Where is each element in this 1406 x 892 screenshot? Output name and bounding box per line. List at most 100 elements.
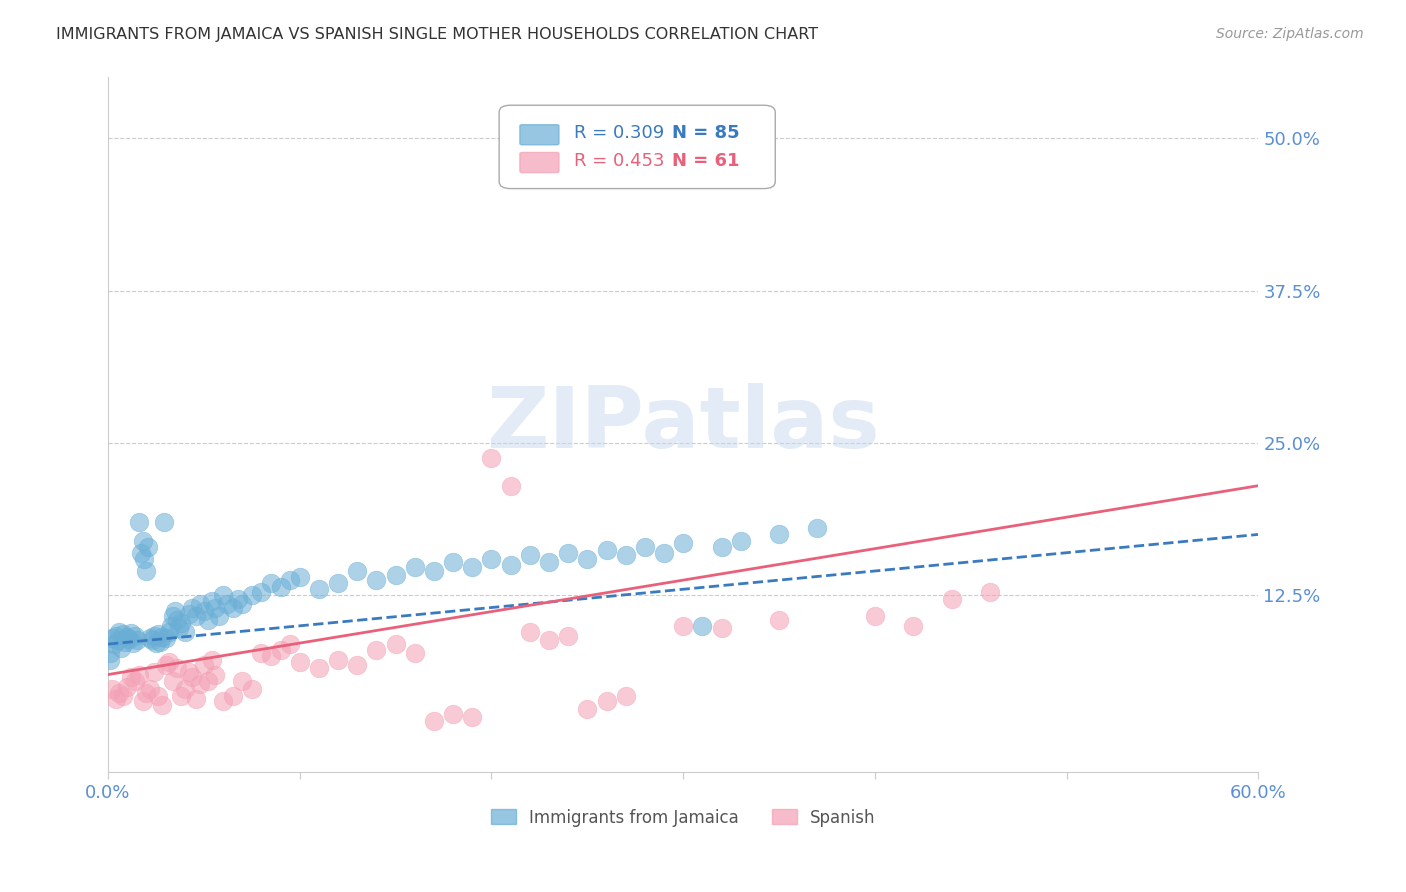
Point: [120, 670, 142, 684]
Point: [103, 637, 125, 651]
Point: [634, 540, 657, 554]
Point: [200, 653, 222, 667]
Point: [128, 515, 150, 529]
Point: [131, 533, 153, 548]
Point: [423, 564, 446, 578]
Point: [404, 646, 426, 660]
Point: [165, 604, 187, 618]
Point: [157, 624, 180, 639]
Point: [308, 582, 330, 597]
Point: [173, 624, 195, 639]
Point: [173, 682, 195, 697]
Point: [115, 680, 138, 694]
Point: [134, 551, 156, 566]
Point: [595, 543, 617, 558]
Point: [537, 556, 560, 570]
Point: [122, 636, 145, 650]
Point: [231, 673, 253, 688]
FancyBboxPatch shape: [499, 105, 775, 188]
Point: [101, 631, 124, 645]
Point: [481, 450, 503, 465]
Point: [384, 637, 406, 651]
Point: [221, 690, 243, 704]
Point: [129, 546, 152, 560]
Point: [806, 521, 828, 535]
Point: [250, 646, 273, 660]
Point: [326, 576, 349, 591]
Text: IMMIGRANTS FROM JAMAICA VS SPANISH SINGLE MOTHER HOUSEHOLDS CORRELATION CHART: IMMIGRANTS FROM JAMAICA VS SPANISH SINGL…: [56, 27, 818, 42]
Point: [139, 631, 162, 645]
Point: [240, 588, 263, 602]
Point: [461, 710, 484, 724]
Point: [557, 629, 579, 643]
Point: [141, 633, 163, 648]
Point: [112, 627, 135, 641]
Point: [710, 540, 733, 554]
Point: [979, 584, 1001, 599]
Point: [193, 604, 215, 618]
Point: [519, 624, 541, 639]
Point: [162, 609, 184, 624]
Point: [614, 548, 637, 562]
Point: [135, 564, 157, 578]
Point: [98, 646, 121, 660]
Point: [155, 631, 177, 645]
Point: [308, 661, 330, 675]
Point: [197, 613, 219, 627]
Point: [499, 478, 522, 492]
Point: [270, 643, 292, 657]
Point: [404, 560, 426, 574]
Point: [146, 627, 169, 641]
Point: [193, 657, 215, 672]
Point: [537, 633, 560, 648]
Point: [128, 667, 150, 681]
Point: [136, 540, 159, 554]
Point: [108, 624, 131, 639]
Text: N = 85: N = 85: [672, 124, 740, 142]
Point: [170, 690, 193, 704]
Point: [250, 584, 273, 599]
Point: [384, 567, 406, 582]
Point: [108, 686, 131, 700]
Point: [152, 515, 174, 529]
Point: [903, 619, 925, 633]
Point: [188, 677, 211, 691]
Text: ZIPatlas: ZIPatlas: [486, 384, 880, 467]
Point: [346, 564, 368, 578]
Point: [672, 536, 695, 550]
Point: [614, 690, 637, 704]
Point: [346, 657, 368, 672]
FancyBboxPatch shape: [520, 153, 560, 172]
Point: [576, 551, 599, 566]
Point: [114, 634, 136, 648]
Legend: Immigrants from Jamaica, Spanish: Immigrants from Jamaica, Spanish: [484, 802, 883, 833]
Point: [863, 609, 886, 624]
FancyBboxPatch shape: [520, 125, 560, 145]
Point: [228, 592, 250, 607]
Point: [260, 649, 283, 664]
Point: [204, 667, 226, 681]
Point: [131, 694, 153, 708]
Point: [240, 682, 263, 697]
Point: [104, 629, 127, 643]
Point: [366, 643, 388, 657]
Point: [768, 613, 790, 627]
Point: [124, 673, 146, 688]
Point: [157, 656, 180, 670]
Point: [115, 630, 138, 644]
Point: [181, 670, 204, 684]
Point: [145, 636, 167, 650]
Point: [166, 613, 188, 627]
Point: [186, 609, 208, 624]
Point: [481, 551, 503, 566]
Point: [212, 694, 235, 708]
Text: R = 0.309: R = 0.309: [574, 124, 664, 142]
Point: [135, 686, 157, 700]
Point: [118, 632, 141, 647]
Point: [143, 665, 166, 680]
Point: [595, 694, 617, 708]
Point: [107, 633, 129, 648]
Point: [576, 701, 599, 715]
Text: N = 61: N = 61: [672, 152, 740, 169]
Point: [461, 560, 484, 574]
